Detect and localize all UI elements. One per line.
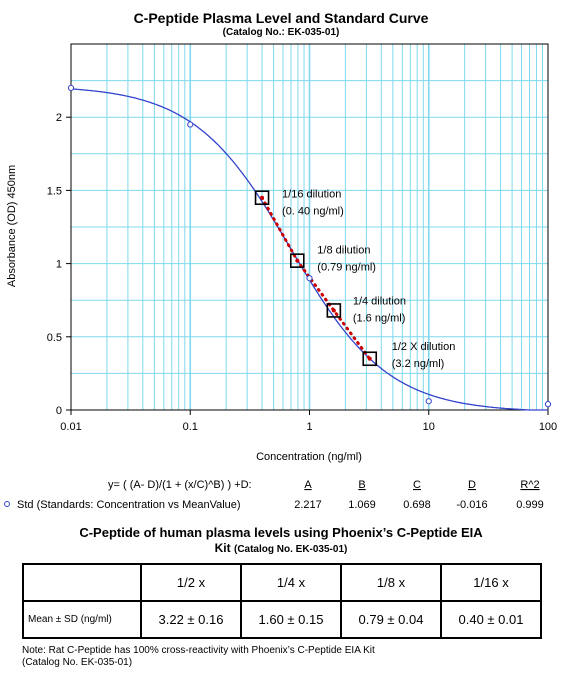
dilution-marker-box [362,351,378,367]
table-subtitle: Kit (Catalog No. EK-035-01) [0,541,562,555]
equation-headers: A B C D R^2 [304,479,539,491]
equation-param-header: C [413,479,421,491]
table-subtitle-catalog: (Catalog No. EK-035-01) [233,544,348,555]
x-axis-label: Concentration (ng/ml) [256,451,362,463]
std-legend-label: Std (Standards: Concentration vs MeanVal… [17,499,241,511]
equation-param-value: 0.698 [403,499,431,511]
axis-ticks: 0.01 0.1 1 10 100 0 0.5 1 1.5 2 [47,112,557,433]
dilution-marker-box [254,190,270,206]
equation-param-header: R^2 [520,479,539,491]
equation-param-header: A [304,479,312,491]
dilution-point [367,356,372,361]
equation-param-header: B [358,479,365,491]
dilution-dotted-line [260,196,372,361]
dilution-annotation-conc: (0.79 ng/ml) [317,262,376,274]
equation-param-value: 0.999 [516,499,544,511]
table-cell: 1.60 ± 0.15 [240,600,342,639]
dilution-annotation-title: 1/4 dilution [353,295,406,307]
table-subtitle-main: Kit [214,541,231,555]
equation-formula: y= ( (A- D)/(1 + (x/C)^B) ) +D: [108,479,252,491]
std-point [425,398,432,405]
table-cell: 0.79 ± 0.04 [340,600,442,639]
y-tick-label: 0 [56,405,62,417]
column-header: 1/2 x [140,563,242,602]
x-tick-label: 0.1 [183,421,198,433]
footnote: Note: Rat C-Peptide has 100% cross-react… [22,645,375,669]
std-point [306,275,313,282]
std-legend-marker [4,501,10,507]
dilution-annotation-conc: (1.6 ng/ml) [353,312,406,324]
column-header: 1/16 x [440,563,542,602]
y-tick-label: 0.5 [47,332,62,344]
column-header: 1/4 x [240,563,342,602]
equation-param-header: D [468,479,476,491]
chart-title: C-Peptide Plasma Level and Standard Curv… [133,10,429,26]
dilution-annotation-conc: (0. 40 ng/ml) [282,206,344,218]
table-cell: 3.22 ± 0.16 [140,600,242,639]
table-cell: 0.40 ± 0.01 [440,600,542,639]
std-point [67,84,75,92]
chart-subtitle: (Catalog No.: EK-035-01) [222,27,340,38]
table-header-row: 1/2 x 1/4 x 1/8 x 1/16 x [22,563,542,602]
dilution-annotation-title: 1/16 dilution [282,189,341,201]
x-tick-label: 1 [306,421,312,433]
column-header: 1/8 x [340,563,442,602]
footnote-line: Note: Rat C-Peptide has 100% cross-react… [22,645,375,656]
dilution-annotation-conc: (3.2 ng/ml) [392,358,445,370]
equation-values: 2.217 1.069 0.698 -0.016 0.999 [294,499,544,511]
dilution-point [331,308,336,313]
chart-marks [67,84,552,408]
dilution-annotation-title: 1/8 dilution [317,245,370,257]
x-tick-label: 10 [423,421,435,433]
dilution-point [260,195,265,200]
dilution-point [295,258,300,263]
x-tick-label: 0.01 [60,421,81,433]
equation-param-value: -0.016 [456,499,487,511]
y-tick-label: 1.5 [47,185,62,197]
x-tick-label: 100 [539,421,557,433]
table-row: Mean ± SD (ng/ml) 3.22 ± 0.16 1.60 ± 0.1… [22,600,542,639]
results-table: 1/2 x 1/4 x 1/8 x 1/16 x Mean ± SD (ng/m… [22,563,542,639]
std-point [187,121,194,128]
equation-param-value: 2.217 [294,499,322,511]
row-label: Mean ± SD (ng/ml) [22,600,142,639]
std-point [544,401,552,408]
chart-annotations: 1/16 dilution (0. 40 ng/ml) 1/8 dilution (0… [282,189,455,370]
footnote-line: (Catalog No. EK-035-01) [22,657,133,668]
table-corner-cell [22,563,142,602]
y-tick-label: 2 [56,112,62,124]
dilution-annotation-title: 1/2 X dilution [392,341,456,353]
table-title: C-Peptide of human plasma levels using P… [79,525,483,540]
equation-param-value: 1.069 [348,499,376,511]
dilution-marker-box [289,253,305,268]
y-tick-label: 1 [56,259,62,271]
standard-curve-chart: 0.01 0.1 1 10 100 0 0.5 1 1.5 2 1/16 dilution (0. … [4,43,557,511]
y-axis-label: Absorbance (OD) 450nm [6,165,18,287]
dilution-marker-box [326,303,342,318]
chart-grid [71,44,548,410]
